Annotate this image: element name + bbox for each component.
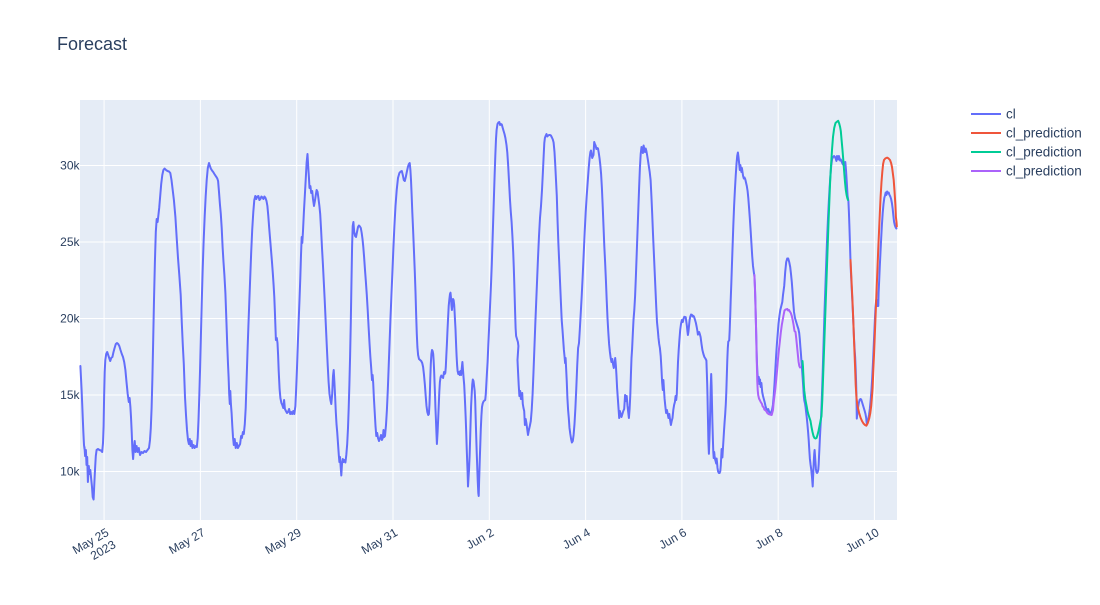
svg-text:15k: 15k (60, 388, 80, 402)
svg-text:30k: 30k (60, 159, 80, 173)
svg-text:20k: 20k (60, 312, 80, 326)
svg-text:cl_prediction: cl_prediction (1006, 164, 1082, 179)
svg-text:cl: cl (1006, 107, 1016, 122)
svg-text:cl_prediction: cl_prediction (1006, 126, 1082, 141)
svg-text:Forecast: Forecast (57, 34, 127, 54)
svg-text:cl_prediction: cl_prediction (1006, 145, 1082, 160)
svg-text:25k: 25k (60, 235, 80, 249)
svg-text:10k: 10k (60, 465, 80, 479)
